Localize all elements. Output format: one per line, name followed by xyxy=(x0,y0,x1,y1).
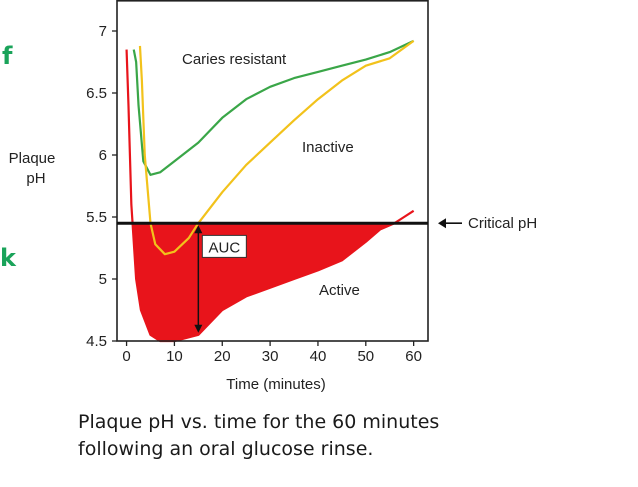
cropped-text-fragment: f xyxy=(2,42,13,70)
series-layer xyxy=(125,39,415,343)
y-tick-label: 5.5 xyxy=(86,209,107,226)
figure-caption: Plaque pH vs. time for the 60 minutes fo… xyxy=(78,409,618,463)
y-tick-label: 5 xyxy=(99,271,107,288)
y-tick-label: 6.5 xyxy=(86,85,107,102)
series-label-inactive: Inactive xyxy=(302,139,354,156)
x-tick-label: 20 xyxy=(214,348,231,365)
caption-line-2: following an oral glucose rinse. xyxy=(78,438,374,460)
cropped-text-fragment: k xyxy=(0,244,16,272)
y-tick-label: 6 xyxy=(99,147,107,164)
auc-arrow-head-bottom xyxy=(194,324,203,333)
plot-frame xyxy=(116,0,429,342)
series-line-inactive xyxy=(138,40,415,256)
x-tick-label: 30 xyxy=(262,348,279,365)
series-line-active xyxy=(125,49,415,343)
plot-border xyxy=(116,0,429,342)
series-label-active: Active xyxy=(319,282,360,299)
y-tick-label: 4.5 xyxy=(86,333,107,350)
plaque-ph-chart: 4.5 5 5.5 6 6.5 7 0 10 20 30 40 50 60 Critical pH AUC… xyxy=(9,0,537,393)
y-tick-label: 7 xyxy=(99,23,107,40)
auc-arrow-head-top xyxy=(194,225,203,234)
axis-ticks: 4.5 5 5.5 6 6.5 7 0 10 20 30 40 50 60 xyxy=(86,23,422,365)
critical-ph-arrow-head xyxy=(438,218,446,229)
auc-label: AUC xyxy=(209,239,241,256)
series-line-caries-resistant xyxy=(132,39,415,176)
series-label-caries-resistant: Caries resistant xyxy=(182,51,287,68)
annotations: Critical pH AUC Caries resistant Inactive Ac… xyxy=(117,51,537,333)
y-axis-label-line1: Plaque xyxy=(9,150,56,167)
x-tick-label: 60 xyxy=(405,348,422,365)
x-tick-label: 40 xyxy=(310,348,327,365)
caption-line-1: Plaque pH vs. time for the 60 minutes xyxy=(78,411,440,433)
critical-ph-label: Critical pH xyxy=(468,215,537,232)
x-axis-label: Time (minutes) xyxy=(226,376,325,393)
x-tick-label: 10 xyxy=(166,348,183,365)
auc-label-box xyxy=(201,234,247,258)
x-tick-label: 0 xyxy=(122,348,130,365)
y-axis-label-line2: pH xyxy=(26,170,45,187)
x-tick-label: 50 xyxy=(357,348,374,365)
